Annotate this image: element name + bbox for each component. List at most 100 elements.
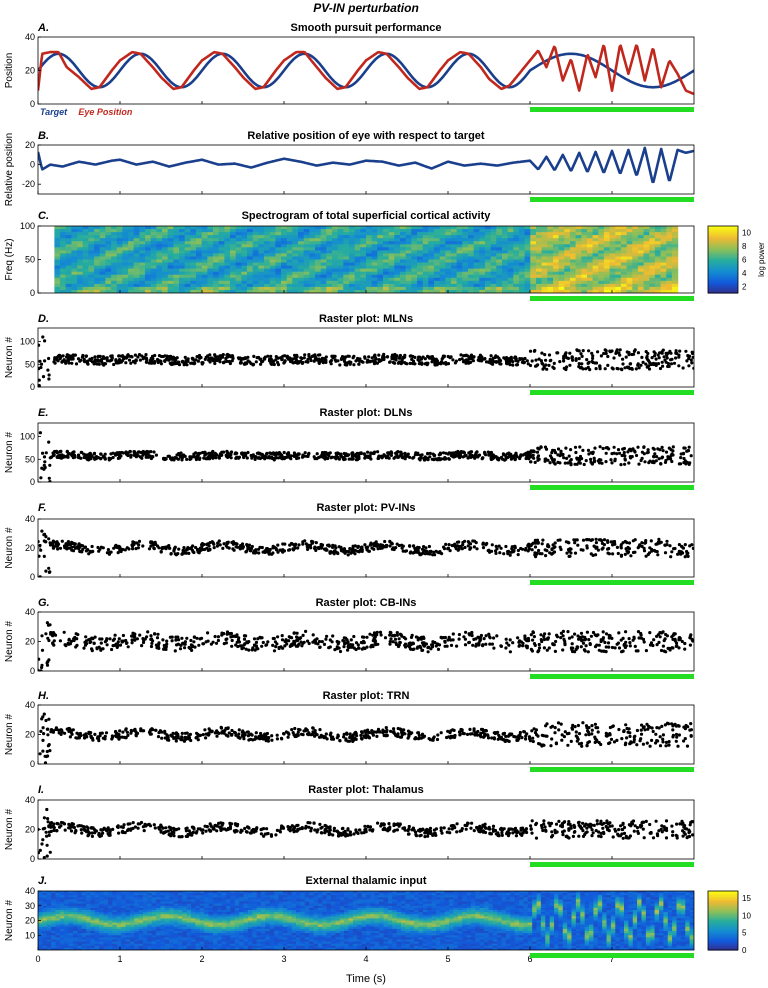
heatmap-cell xyxy=(258,247,265,251)
heatmap-cell xyxy=(139,232,146,236)
spike xyxy=(597,538,602,542)
heatmap-cell xyxy=(320,247,327,251)
heatmap-cell xyxy=(428,253,435,257)
heatmap-cell xyxy=(377,235,384,239)
spike xyxy=(48,463,52,467)
heatmap-cell xyxy=(315,259,322,264)
heatmap-cell xyxy=(332,271,339,276)
spike xyxy=(234,541,238,546)
y-tick-label: 0 xyxy=(30,160,35,170)
spike xyxy=(388,544,392,548)
heatmap-cell xyxy=(162,256,169,261)
heatmap-cell xyxy=(105,262,112,267)
heatmap-cell xyxy=(173,280,180,285)
spike xyxy=(248,549,252,553)
spike xyxy=(663,460,668,464)
heatmap-cell xyxy=(400,235,407,239)
heatmap-cell xyxy=(218,262,225,267)
heatmap-cell xyxy=(507,250,514,254)
heatmap-cell xyxy=(496,247,503,251)
heatmap-cell xyxy=(547,229,554,233)
heatmap-cell xyxy=(598,238,605,242)
spike xyxy=(153,359,157,364)
heatmap-cell xyxy=(490,265,497,270)
spike xyxy=(449,355,453,359)
heatmap-cell xyxy=(541,244,548,248)
heatmap-cell xyxy=(609,241,616,245)
heatmap-cell xyxy=(530,259,537,264)
spike xyxy=(478,353,482,357)
spike xyxy=(573,445,578,449)
heatmap-cell xyxy=(111,277,118,282)
colorbar-swatch xyxy=(708,250,738,254)
heatmap-cell xyxy=(558,256,565,261)
spike xyxy=(408,544,412,548)
heatmap-cell xyxy=(105,247,112,251)
heatmap-cell xyxy=(241,244,248,248)
heatmap-cell xyxy=(320,262,327,267)
heatmap-cell xyxy=(587,238,594,242)
spike xyxy=(458,451,462,455)
spike xyxy=(117,544,121,548)
heatmap-cell xyxy=(637,244,645,248)
spike xyxy=(64,542,68,546)
heatmap-cell xyxy=(349,241,356,245)
spike xyxy=(312,455,316,459)
heatmap-cell xyxy=(54,247,61,251)
heatmap-cell xyxy=(235,268,242,273)
heatmap-cell xyxy=(201,262,208,267)
heatmap-cell xyxy=(513,229,520,233)
spike xyxy=(83,545,88,549)
spike xyxy=(140,354,144,358)
spike xyxy=(543,445,548,449)
heatmap-cell xyxy=(133,280,140,285)
heatmap-cell xyxy=(133,274,140,279)
spike xyxy=(336,359,340,363)
heatmap-cell xyxy=(315,244,322,248)
colorbar-swatch xyxy=(708,284,738,287)
heatmap-cell xyxy=(615,277,622,282)
spike xyxy=(237,357,241,361)
spike xyxy=(392,547,396,552)
heatmap-cell xyxy=(145,247,152,251)
heatmap-cell xyxy=(122,271,129,276)
heatmap-cell xyxy=(99,274,106,279)
heatmap-cell xyxy=(269,256,276,261)
spike xyxy=(687,364,691,368)
heatmap-cell xyxy=(241,268,248,273)
spike xyxy=(587,349,591,353)
heatmap-cell xyxy=(587,277,594,282)
heatmap-cell xyxy=(451,232,458,236)
spike xyxy=(494,549,498,553)
heatmap-cell xyxy=(349,277,356,282)
spike xyxy=(516,553,520,557)
heatmap-cell xyxy=(383,262,390,267)
heatmap-cell xyxy=(649,232,656,236)
heatmap-cell xyxy=(462,250,469,254)
heatmap-cell xyxy=(150,265,157,270)
spike xyxy=(612,445,616,449)
heatmap-cell xyxy=(456,238,463,242)
heatmap-cell xyxy=(343,229,350,233)
heatmap-cell xyxy=(77,265,84,270)
heatmap-cell xyxy=(133,235,140,239)
heatmap-cell xyxy=(128,256,135,261)
heatmap-cell xyxy=(343,262,350,267)
heatmap-cell xyxy=(456,280,463,285)
heatmap-cell xyxy=(473,265,480,270)
heatmap-cell xyxy=(490,262,497,267)
heatmap-cell xyxy=(190,283,197,288)
heatmap-cell xyxy=(179,229,186,233)
heatmap-cell xyxy=(213,226,220,230)
spike xyxy=(669,555,673,559)
spike xyxy=(235,455,239,459)
heatmap-cell xyxy=(264,277,271,282)
heatmap-cell xyxy=(326,274,333,279)
spike xyxy=(463,453,467,457)
heatmap-cell xyxy=(360,283,367,288)
heatmap-cell xyxy=(502,250,509,254)
heatmap-cell xyxy=(82,265,89,270)
spike xyxy=(537,357,541,361)
heatmap-cell xyxy=(303,232,310,236)
heatmap-cell xyxy=(524,271,531,276)
